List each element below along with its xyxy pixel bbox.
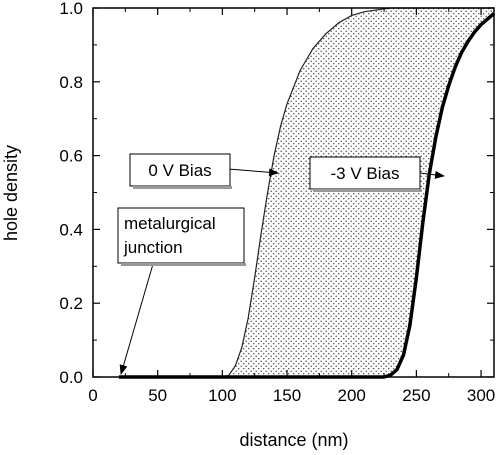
x-tick-label: 300 <box>467 386 495 405</box>
annotation-junction-label-line1: metalurgical <box>124 214 216 233</box>
series-minus3v-bias-line <box>118 12 496 379</box>
annotation-minus3v-bias-box-shadow <box>313 189 422 192</box>
shaded-region-between-curves <box>118 8 495 377</box>
annotation-junction-box <box>117 207 245 264</box>
y-tick-label: 0.8 <box>59 73 83 92</box>
annotations: 0 V Bias -3 V Bias metalurgical junction <box>117 153 445 375</box>
annotation-junction-box-shadow <box>121 263 246 266</box>
y-tick-label: 0.2 <box>59 294 83 313</box>
annotation-0v-bias-arrow <box>227 168 279 177</box>
annotation-minus3v-bias-arrow <box>419 170 445 179</box>
y-tick-label: 0.6 <box>59 147 83 166</box>
x-tick-label: 100 <box>208 386 236 405</box>
x-tick-label: 150 <box>273 386 301 405</box>
x-tick-label: 50 <box>148 386 167 405</box>
x-tick-label: 250 <box>402 386 430 405</box>
y-tick-label: 0.4 <box>59 220 83 239</box>
annotation-junction-label-line2: junction <box>123 238 183 257</box>
x-axis-title: distance (nm) <box>239 430 348 450</box>
y-tick-label: 0.0 <box>59 368 83 387</box>
annotation-0v-bias-box-shadow <box>133 186 232 189</box>
y-tick-label: 1.0 <box>59 0 83 18</box>
annotation-junction-arrow <box>119 263 154 375</box>
x-tick-label: 200 <box>338 386 366 405</box>
annotation-0v-bias-label: 0 V Bias <box>148 161 211 180</box>
y-axis-title: hole density <box>1 145 21 241</box>
x-tick-label: 0 <box>88 386 97 405</box>
annotation-minus3v-bias-label: -3 V Bias <box>331 164 400 183</box>
axis-ticks: 0 50 100 150 200 250 300 0.0 0.2 0.4 0.6 0.8 1.0 <box>59 0 495 405</box>
